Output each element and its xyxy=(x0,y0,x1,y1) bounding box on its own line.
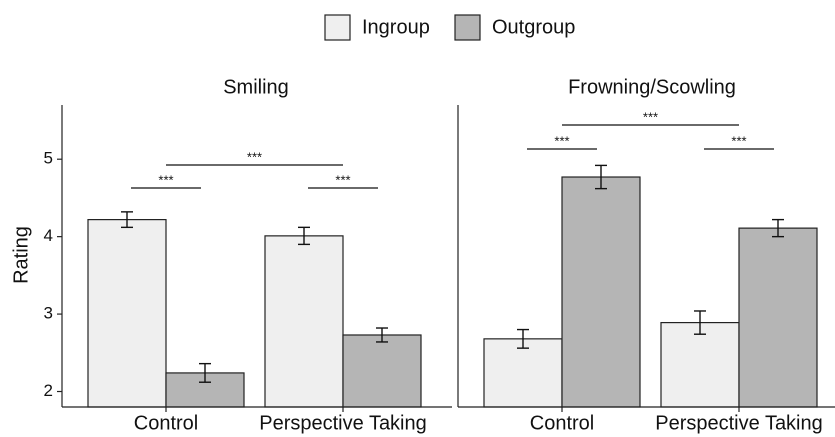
error-bar xyxy=(595,164,607,190)
bar xyxy=(342,334,422,408)
y-tick-label: 5 xyxy=(44,149,53,168)
x-tick-label: Control xyxy=(530,412,594,434)
bar xyxy=(264,235,344,408)
bar xyxy=(483,338,563,408)
x-tick-label: Perspective Taking xyxy=(259,412,427,434)
error-bar xyxy=(376,327,388,343)
legend-swatch xyxy=(454,14,481,41)
error-bar xyxy=(772,218,784,238)
significance-label: *** xyxy=(554,133,569,148)
x-tick-label: Perspective Taking xyxy=(655,412,823,434)
panel-title: Smiling xyxy=(223,76,289,98)
legend-swatch xyxy=(324,14,351,41)
legend-label: Ingroup xyxy=(362,16,430,38)
significance-label: *** xyxy=(247,149,262,164)
significance-label: *** xyxy=(731,133,746,148)
significance-label: *** xyxy=(643,109,658,124)
significance-label: *** xyxy=(158,172,173,187)
y-axis-label: Rating xyxy=(10,226,32,284)
error-bar xyxy=(694,310,706,335)
significance-label: *** xyxy=(335,172,350,187)
error-bar xyxy=(199,362,211,383)
panel-title: Frowning/Scowling xyxy=(568,76,736,98)
legend-label: Outgroup xyxy=(492,16,575,38)
bar xyxy=(738,227,818,408)
x-tick-label: Control xyxy=(134,412,198,434)
y-tick-label: 4 xyxy=(44,226,53,245)
error-bar xyxy=(517,328,529,349)
bar xyxy=(87,219,167,408)
y-tick-label: 3 xyxy=(44,304,53,323)
bar xyxy=(660,321,740,408)
bar xyxy=(561,176,641,408)
error-bar xyxy=(298,226,310,246)
error-bar xyxy=(121,211,133,229)
y-tick-label: 2 xyxy=(44,381,53,400)
